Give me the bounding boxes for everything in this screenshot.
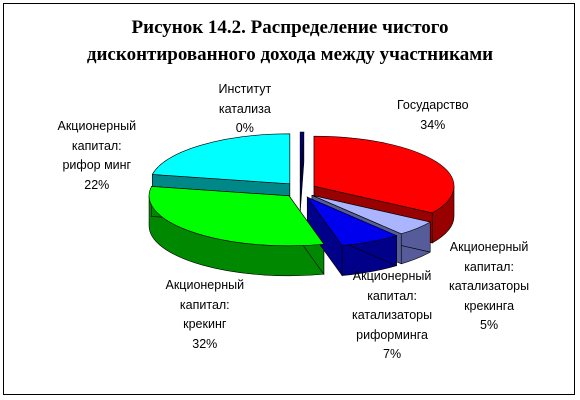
slice-label-4-line-0: Акционерный bbox=[57, 119, 137, 133]
slice-percent-0: 34% bbox=[420, 117, 446, 132]
slice-label-2: Акционерный капитал: катализаторы риформинг… bbox=[352, 267, 432, 365]
slice-label-5-line-0: Институт bbox=[218, 82, 272, 96]
chart-title-line-1: Рисунок 14.2. Распределение чистого bbox=[131, 17, 449, 38]
chart-title-line-2: дисконтированного дохода между участника… bbox=[86, 44, 494, 65]
slice-label-3-line-0: Акционерный bbox=[165, 278, 245, 292]
slice-label-2-line-2: катализаторы bbox=[352, 308, 433, 322]
slice-label-1-line-2: катализаторы bbox=[449, 279, 530, 293]
slice-label-4: Акционерный капитал: рифор минг 22% bbox=[58, 117, 137, 195]
pie-slice-4 bbox=[151, 133, 291, 185]
slice-label-5: Институт катализа 0% bbox=[219, 80, 272, 139]
slice-label-1-line-1: капитал: bbox=[464, 259, 514, 274]
slice-label-2-line-1: капитал: bbox=[367, 288, 417, 303]
slice-label-0: Государство 34% bbox=[397, 96, 469, 135]
slice-percent-3: 32% bbox=[192, 336, 218, 351]
slice-percent-5: 0% bbox=[235, 121, 254, 135]
slice-label-1: Акционерный капитал: катализаторы крекинга 5… bbox=[449, 238, 529, 336]
pie-top-faces bbox=[148, 131, 455, 247]
pie-slice-1 bbox=[311, 194, 432, 235]
slice-label-4-line-2: рифор минг bbox=[62, 158, 132, 172]
slice-label-3: Акционерный капитал: крекинг 32% bbox=[166, 276, 245, 354]
slice-label-2-line-3: риформинга bbox=[356, 327, 428, 342]
pie-slice-0 bbox=[313, 135, 455, 214]
slice-label-4-line-1: капитал: bbox=[71, 138, 122, 153]
chart-title: Рисунок 14.2. Распределение чистого диск… bbox=[4, 14, 576, 68]
slice-label-0-line-0: Государство bbox=[397, 98, 469, 112]
slice-percent-2: 7% bbox=[383, 347, 402, 361]
slice-label-1-line-3: крекинга bbox=[464, 298, 515, 313]
pie-slice-5 bbox=[299, 131, 305, 183]
slice-label-3-line-2: крекинг bbox=[183, 317, 227, 331]
chart-frame: Рисунок 14.2. Распределение чистого диск… bbox=[3, 3, 575, 395]
slice-label-5-line-1: катализа bbox=[218, 101, 271, 116]
slice-label-2-line-0: Акционерный bbox=[352, 269, 432, 283]
slice-percent-1: 5% bbox=[480, 318, 499, 332]
slice-percent-4: 22% bbox=[84, 177, 110, 192]
pie-slice-2 bbox=[306, 196, 398, 246]
slice-label-3-line-1: капитал: bbox=[179, 297, 230, 312]
slice-label-1-line-0: Акционерный bbox=[449, 240, 529, 254]
pie-slice-3 bbox=[148, 186, 325, 247]
